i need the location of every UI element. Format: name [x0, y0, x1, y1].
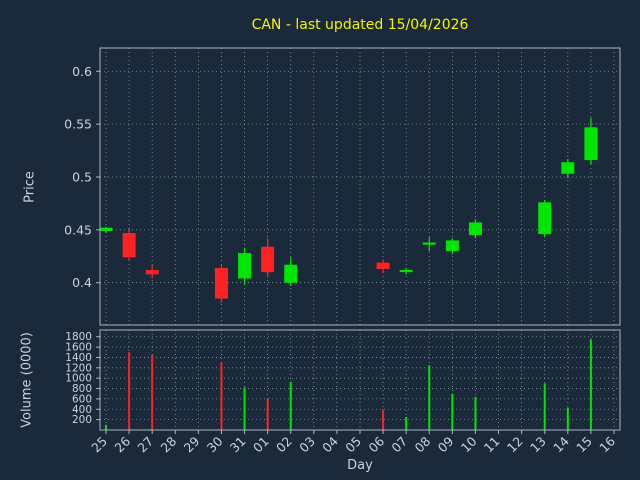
- x-tick-label: 30: [204, 433, 226, 455]
- candle-body: [584, 127, 598, 161]
- price-tick-label: 0.4: [72, 275, 92, 290]
- x-tick-label: 13: [527, 434, 549, 456]
- x-tick-label: 03: [296, 434, 318, 456]
- volume-tick-label: 400: [72, 404, 92, 416]
- volume-tick-label: 600: [72, 393, 92, 405]
- x-tick-label: 25: [88, 434, 110, 456]
- candle-body: [261, 246, 275, 273]
- volume-tick-label: 1800: [65, 331, 92, 343]
- x-tick-label: 06: [365, 433, 387, 455]
- candle-body: [99, 227, 113, 231]
- candle-body: [538, 202, 552, 235]
- price-tick-label: 0.55: [64, 117, 92, 132]
- volume-tick-label: 1600: [65, 342, 92, 354]
- x-tick-label: 31: [227, 434, 249, 456]
- candle-body: [238, 253, 252, 279]
- x-tick-label: 05: [342, 434, 364, 456]
- x-tick-label: 26: [111, 433, 133, 455]
- x-tick-label: 16: [596, 433, 618, 455]
- price-tick-label: 0.5: [72, 169, 92, 184]
- price-tick-label: 0.45: [64, 222, 92, 237]
- volume-tick-label: 1200: [65, 362, 92, 374]
- candle-body: [399, 270, 413, 273]
- price-panel-border: [99, 47, 621, 326]
- candle-body: [561, 162, 575, 174]
- chart-title: CAN - last updated 15/04/2026: [251, 17, 469, 33]
- x-tick-label: 02: [273, 434, 295, 456]
- candle-body: [214, 267, 228, 299]
- candle-body: [122, 233, 136, 258]
- candle-body: [145, 270, 159, 275]
- x-tick-label: 09: [435, 433, 457, 455]
- x-tick-label: 10: [458, 433, 480, 455]
- x-tick-label: 08: [412, 433, 434, 455]
- volume-tick-label: 800: [72, 383, 92, 395]
- x-tick-label: 12: [504, 434, 526, 456]
- volume-tick-label: 200: [72, 414, 92, 426]
- x-tick-label: 28: [158, 433, 180, 455]
- price-tick-label: 0.6: [72, 64, 92, 79]
- x-tick-label: 15: [573, 434, 595, 456]
- x-tick-label: 29: [181, 433, 203, 455]
- candle-body: [468, 222, 482, 236]
- x-tick-label: 27: [134, 434, 156, 456]
- x-tick-label: 14: [550, 433, 572, 455]
- volume-tick-label: 1000: [65, 373, 92, 385]
- candle-body: [284, 264, 298, 283]
- x-tick-label: 11: [481, 434, 503, 456]
- x-tick-label: 01: [250, 434, 272, 456]
- x-tick-label: 07: [388, 434, 410, 456]
- volume-tick-label: 1400: [65, 352, 92, 364]
- x-axis-label: Day: [347, 458, 373, 473]
- candle-body: [445, 240, 459, 251]
- candle-body: [422, 242, 436, 245]
- x-tick-label: 04: [319, 433, 341, 455]
- candle-body: [376, 262, 390, 269]
